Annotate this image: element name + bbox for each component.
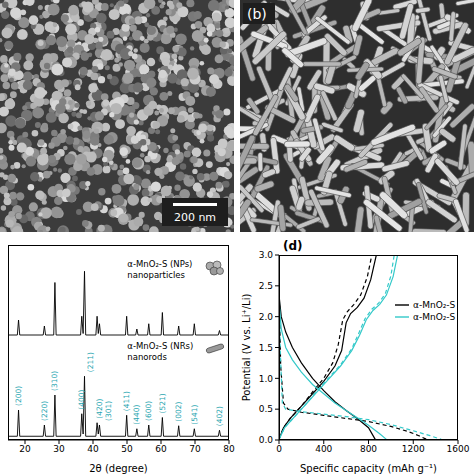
svg-text:(220): (220) — [40, 401, 49, 421]
html-text:nanoparticles: nanoparticles — [127, 269, 185, 280]
html-text:α-MnO₂-S (NRs): α-MnO₂-S (NRs) — [127, 340, 194, 351]
svg-text:1.0: 1.0 — [259, 374, 274, 384]
svg-text:70: 70 — [189, 444, 201, 454]
html-text:nanorods: nanorods — [127, 351, 167, 362]
svg-text:(521): (521) — [158, 393, 167, 413]
html-text:α-MnO₂-S (NPs): α-MnO₂-S (NPs) — [127, 258, 193, 269]
svg-text:(400): (400) — [77, 390, 86, 410]
svg-text:(002): (002) — [174, 402, 183, 422]
svg-text:(310): (310) — [50, 371, 59, 391]
svg-text:(440): (440) — [132, 405, 141, 425]
svg-text:800: 800 — [360, 444, 377, 454]
svg-text:(b): (b) — [247, 6, 267, 22]
svg-text:1.5: 1.5 — [259, 343, 273, 353]
svg-text:60: 60 — [155, 444, 167, 454]
svg-text:2.5: 2.5 — [259, 281, 273, 291]
svg-text:50: 50 — [121, 444, 133, 454]
svg-text:3.0: 3.0 — [259, 250, 274, 260]
svg-text:(600): (600) — [144, 401, 153, 421]
svg-text:(420): (420) — [95, 399, 104, 419]
html-text:α-MnO₂-S: α-MnO₂-S — [413, 312, 456, 322]
svg-text:2.0: 2.0 — [259, 312, 274, 322]
svg-text:(411): (411) — [122, 391, 131, 411]
svg-text:80: 80 — [223, 444, 235, 454]
html-text:α-MnO₂-S: α-MnO₂-S — [413, 300, 456, 310]
svg-text:(211): (211) — [86, 352, 95, 372]
svg-text:400: 400 — [315, 444, 332, 454]
svg-text:200 nm: 200 nm — [174, 211, 216, 224]
svg-text:20: 20 — [19, 444, 31, 454]
svg-text:30: 30 — [53, 444, 65, 454]
html-text:(d): (d) — [283, 239, 303, 253]
svg-text:(200): (200) — [14, 386, 23, 406]
svg-text:(402): (402) — [215, 406, 224, 426]
svg-text:0.0: 0.0 — [259, 435, 274, 445]
svg-text:Specific capacity (mAh g⁻¹): Specific capacity (mAh g⁻¹) — [300, 463, 437, 474]
svg-text:(301): (301) — [104, 401, 113, 421]
svg-text:2θ (degree): 2θ (degree) — [89, 463, 148, 474]
svg-text:Potential (V vs. Li⁺/Li): Potential (V vs. Li⁺/Li) — [241, 294, 252, 402]
svg-text:1600: 1600 — [447, 444, 470, 454]
svg-text:0: 0 — [276, 444, 282, 454]
svg-text:1200: 1200 — [402, 444, 425, 454]
svg-text:(541): (541) — [190, 405, 199, 425]
svg-text:0.5: 0.5 — [259, 404, 273, 414]
svg-text:40: 40 — [87, 444, 99, 454]
